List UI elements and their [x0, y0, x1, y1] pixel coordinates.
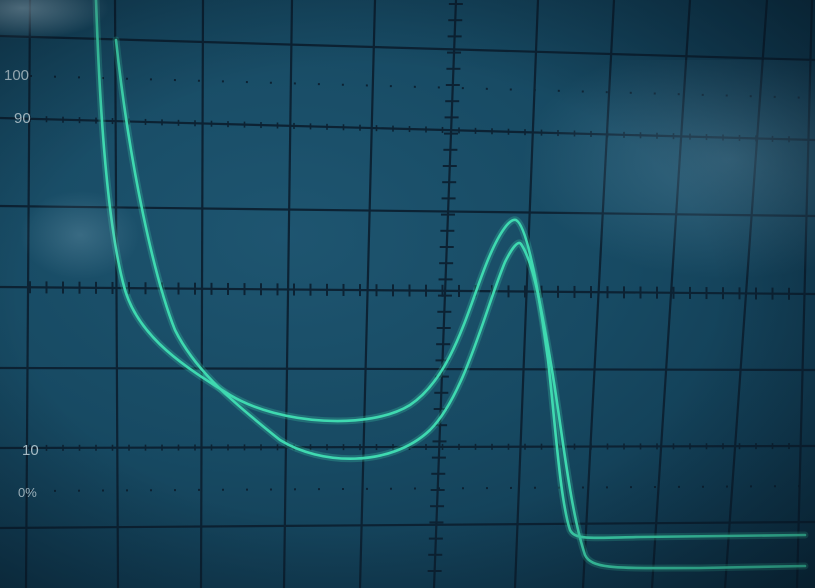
graticule-vline	[513, 0, 540, 588]
label-90: 90	[14, 110, 31, 127]
graticule-vline	[432, 0, 458, 588]
graticule-vline	[282, 0, 294, 588]
trace-b-glow	[112, 36, 809, 572]
graticule-labels: 100 90 10 0%	[4, 67, 39, 500]
reference-line-100	[29, 75, 815, 99]
label-100: 100	[4, 67, 29, 84]
graticule-vline	[24, 0, 32, 588]
graticule-hline	[0, 204, 815, 218]
graticule-hline	[0, 285, 815, 296]
graticule-hline	[0, 520, 815, 530]
label-10: 10	[22, 442, 39, 459]
label-0-percent: 0%	[18, 485, 37, 500]
reference-line-0	[29, 485, 815, 492]
graticule-vline	[581, 0, 616, 588]
graticule-vline	[113, 0, 120, 588]
graticule-vline	[358, 0, 377, 588]
graticule-hline	[0, 366, 815, 372]
trace-a	[94, 0, 807, 540]
graticule-vline	[199, 0, 205, 588]
graticule-hline	[0, 116, 815, 142]
trace-b	[114, 38, 807, 570]
vertical-axis-ticks	[427, 3, 463, 572]
horizontal-axis-ticks	[29, 281, 790, 300]
reference-dotted-lines	[29, 75, 815, 492]
graticule-vline	[650, 0, 692, 588]
graticule-hline	[0, 34, 815, 62]
rise-time-line-ticks	[29, 115, 790, 451]
signal-traces	[92, 0, 809, 572]
